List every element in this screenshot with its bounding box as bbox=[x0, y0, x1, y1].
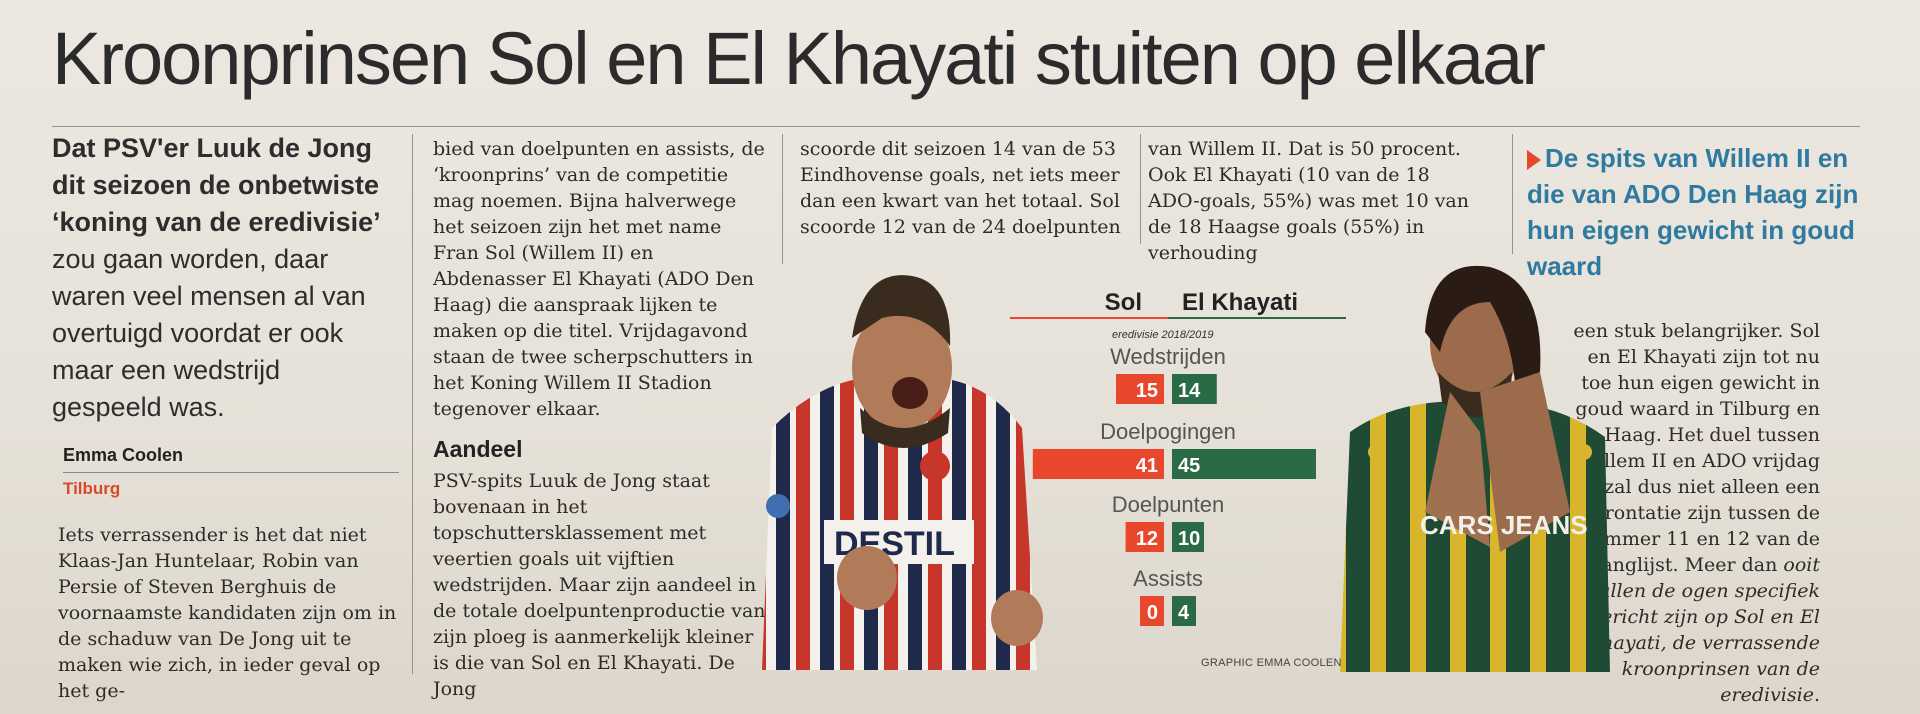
chart-bar-sol bbox=[1140, 596, 1164, 626]
column-2-text: bied van doelpunten en assists, de ‘kroo… bbox=[433, 138, 765, 420]
pull-quote: De spits van Willem II en die van ADO De… bbox=[1527, 140, 1867, 284]
chart-category-label: Wedstrijden bbox=[1110, 344, 1226, 369]
column-divider bbox=[1512, 134, 1513, 254]
chart-bars: Wedstrijden 15 14 Doelpogingen 41 45 Doelpunte… bbox=[1032, 344, 1316, 626]
chart-bar-el-khayati bbox=[1172, 596, 1196, 626]
subhead-aandeel: Aandeel bbox=[433, 436, 523, 462]
chart-value-el-khayati: 10 bbox=[1178, 528, 1200, 550]
chart-value-el-khayati: 14 bbox=[1178, 380, 1201, 402]
column-divider bbox=[412, 134, 413, 674]
lead-bold: Dat PSV'er Luuk de Jong dit seizoen de o… bbox=[52, 133, 381, 237]
chart-value-el-khayati: 4 bbox=[1178, 602, 1190, 624]
chart-value-sol: 12 bbox=[1136, 528, 1158, 550]
column-3-text: scoorde dit seizoen 14 van de 53 Eindhov… bbox=[800, 138, 1121, 238]
graphic-credit: GRAPHIC EMMA COOLEN bbox=[1201, 657, 1342, 669]
headline-rule bbox=[52, 126, 1860, 127]
column-1-text: Iets verrassender is het dat niet Klaas-… bbox=[58, 524, 397, 702]
column-4-text: van Willem II. Dat is 50 procent. Ook El… bbox=[1148, 138, 1469, 264]
chart-bar-el-khayati bbox=[1172, 522, 1204, 552]
chart-value-sol: 0 bbox=[1147, 602, 1158, 624]
column-divider bbox=[782, 134, 783, 264]
column-5-text-italic: ooit zullen de ogen specifiek gericht zi… bbox=[1587, 554, 1820, 706]
chart-bar-el-khayati bbox=[1172, 449, 1316, 479]
chart-category-label: Doelpogingen bbox=[1100, 419, 1236, 444]
chart-bar-sol bbox=[1032, 449, 1164, 479]
chart-bar-el-khayati bbox=[1172, 374, 1217, 404]
headline: Kroonprinsen Sol en El Khayati stuiten o… bbox=[52, 17, 1546, 100]
chart-value-el-khayati: 45 bbox=[1178, 455, 1200, 477]
chart-season: eredivisie 2018/2019 bbox=[1112, 329, 1214, 341]
player-el-khayati-photo: CARS JEANS bbox=[1340, 265, 1610, 672]
jersey-right-text: CARS JEANS bbox=[1420, 510, 1588, 540]
byline: Emma Coolen Tilburg bbox=[63, 445, 399, 499]
lead-paragraph: Dat PSV'er Luuk de Jong dit seizoen de o… bbox=[52, 130, 397, 426]
column-5-text: een stuk belangrijker. Sol en El Khayati… bbox=[1552, 318, 1820, 708]
chart-bar-sol bbox=[1125, 522, 1164, 552]
column-2b-text: PSV-spits Luuk de Jong staat bovenaan in… bbox=[433, 470, 766, 700]
chart-name-right: El Khayati bbox=[1182, 289, 1298, 316]
quote-marker-icon bbox=[1527, 150, 1541, 171]
byline-author: Emma Coolen bbox=[63, 445, 399, 473]
pull-quote-text: De spits van Willem II en die van ADO De… bbox=[1527, 143, 1859, 281]
chart-category-label: Doelpunten bbox=[1112, 492, 1225, 517]
chart-value-sol: 15 bbox=[1136, 380, 1158, 402]
column-5-text-a: een stuk belangrijker. Sol en El Khayati… bbox=[1559, 320, 1820, 576]
column-divider bbox=[1140, 134, 1141, 244]
comparison-chart: Sol El Khayati eredivisie 2018/2019 Weds… bbox=[1010, 289, 1346, 626]
lead-rest: zou gaan worden, daar waren veel mensen … bbox=[52, 244, 366, 422]
player-sol-photo: DESTIL bbox=[762, 275, 1043, 670]
chart-name-left: Sol bbox=[1105, 289, 1142, 316]
chart-bar-sol bbox=[1116, 374, 1164, 404]
chart-value-sol: 41 bbox=[1136, 455, 1158, 477]
chart-category-label: Assists bbox=[1133, 566, 1203, 591]
byline-place: Tilburg bbox=[63, 479, 121, 498]
